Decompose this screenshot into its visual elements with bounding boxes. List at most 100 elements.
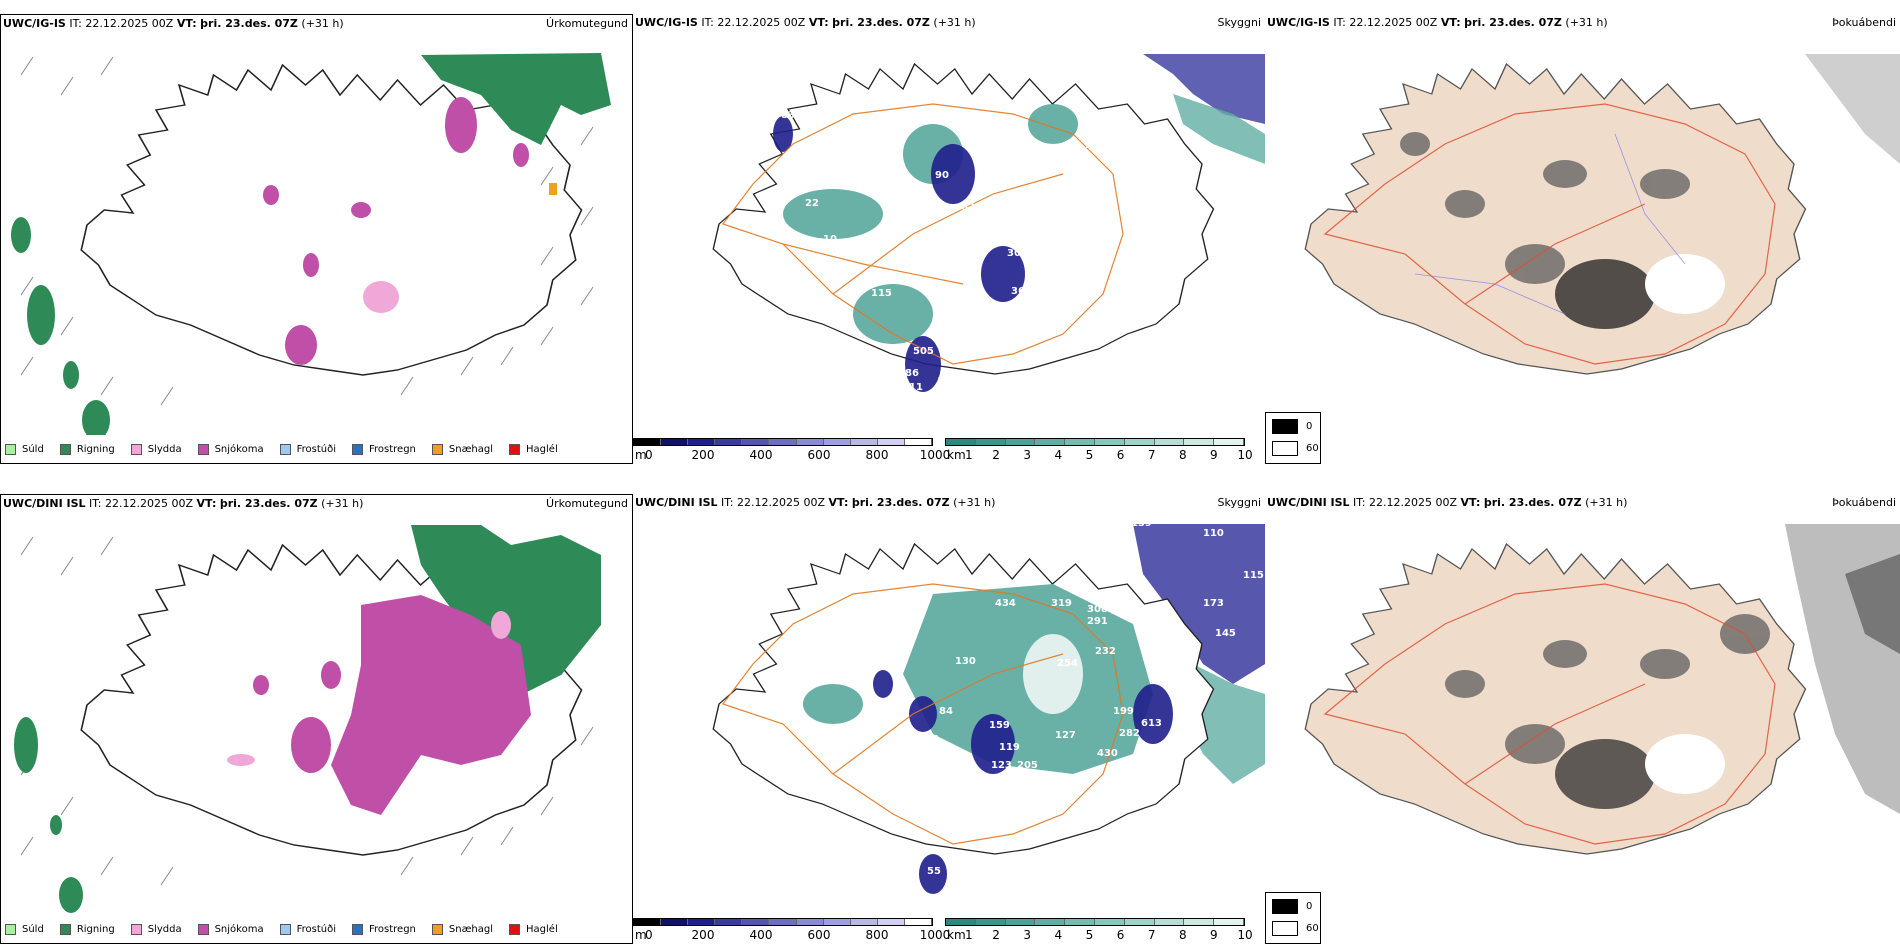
- legend-swatch: [431, 444, 443, 455]
- precip-title: Úrkomutegund: [546, 17, 628, 30]
- cloud-label: 82: [1151, 642, 1165, 653]
- legend-item: Haglél: [509, 444, 558, 455]
- cloud-label: 254: [1057, 658, 1078, 669]
- precip-map: [14, 525, 601, 913]
- cloud-label: 733: [968, 316, 989, 327]
- scale-tick: 1: [965, 448, 973, 462]
- scale-segment: [1154, 439, 1185, 445]
- cloud-label: 101: [1141, 158, 1162, 169]
- scale-tick: 4: [1054, 928, 1063, 942]
- model-name: UWC/IG-IS: [3, 17, 66, 30]
- scale-tick: 2: [992, 928, 1000, 942]
- cloud-label: 613: [1141, 718, 1162, 729]
- cloud-label: 232: [1095, 646, 1116, 657]
- cloud-label: 55: [927, 866, 941, 877]
- scale-segment: [1005, 439, 1036, 445]
- scale-tick: 2: [992, 448, 1000, 462]
- cloud-label: 94: [895, 696, 909, 707]
- precip-title: Úrkomutegund: [546, 497, 628, 510]
- visibility-scale: km 1 2 3 4 5 6 7 8 9 10: [945, 438, 1265, 462]
- legend-swatch: [352, 444, 363, 455]
- it-label: IT:: [69, 17, 82, 30]
- precip-legend: Súld Rigning Slydda Snjókoma Frostúði Fr…: [5, 444, 558, 455]
- scale-tick: 10: [1237, 928, 1253, 942]
- scale-segment: [946, 919, 976, 925]
- panel-header: UWC/DINI ISL IT: 22.12.2025 00Z VT: þri.…: [635, 496, 996, 509]
- cloud-label: 89: [981, 172, 995, 183]
- cloud-label: 30: [1007, 248, 1021, 259]
- fog-swatch: [1272, 441, 1298, 456]
- scale-segment: [877, 919, 905, 925]
- cloud-label: 115: [1243, 570, 1264, 581]
- cloud-label: 115: [871, 288, 892, 299]
- cloud-label: 65: [1029, 266, 1043, 277]
- scale-segment: [688, 439, 716, 445]
- scale-segment: [769, 439, 797, 445]
- scale-segment: [796, 919, 824, 925]
- cloud-label: 84: [939, 706, 953, 717]
- scale-segment: [1094, 439, 1125, 445]
- legend-item: Súld: [5, 444, 44, 455]
- precip-panel-dini: UWC/DINI ISL IT: 22.12.2025 00Z VT: þri.…: [0, 494, 633, 944]
- scale-tick: 400: [749, 448, 773, 462]
- cloud-label: 98: [939, 782, 953, 793]
- scale-segment: [946, 439, 976, 445]
- legend-swatch: [197, 444, 209, 455]
- cloud-label: 199: [1113, 706, 1134, 717]
- fog-panel-dini: UWC/DINI ISL IT: 22.12.2025 00Z VT: þri.…: [1265, 494, 1900, 944]
- visibility-scale: km 1 2 3 4 5 6 7 8 9 10: [945, 918, 1265, 942]
- cloud-label: 110: [1203, 528, 1224, 539]
- cloud-label: 173: [1203, 598, 1224, 609]
- scale-segment: [796, 439, 824, 445]
- fog-map: [1304, 524, 1900, 855]
- scale-segment: [904, 439, 933, 445]
- scale-tick: 600: [807, 928, 831, 942]
- cloud-label: 72: [1035, 296, 1049, 307]
- cloud-label: 83: [925, 734, 939, 745]
- scale-segment: [742, 439, 770, 445]
- scale-tick: 4: [1054, 448, 1063, 462]
- precip-panel-ig: UWC/IG-IS IT: 22.12.2025 00Z VT: þri. 23…: [0, 14, 633, 464]
- panel-header: UWC/IG-IS IT: 22.12.2025 00Z VT: þri. 23…: [3, 17, 344, 30]
- fog-title: Þokuábendi: [1832, 16, 1896, 29]
- scale-segment: [1214, 919, 1244, 925]
- cloud-label: 282: [1119, 728, 1140, 739]
- scale-segment: [823, 919, 851, 925]
- legend-item: Frostregn: [352, 444, 416, 455]
- cloud-label: 159: [989, 720, 1010, 731]
- scale-segment: [1184, 919, 1215, 925]
- cloud-map: 159 110 115 173 145 434 319 308 291 254 …: [712, 518, 1265, 894]
- roads: [722, 103, 1124, 365]
- cloud-label: 159: [1131, 518, 1152, 529]
- cloud-base-scale: m 0 200 400 600 800 1000: [633, 918, 950, 942]
- scale-segment: [661, 439, 689, 445]
- scale-unit: km: [947, 448, 966, 462]
- fog-legend: 0 60: [1265, 892, 1321, 944]
- cloud-panel-ig: UWC/IG-IS IT: 22.12.2025 00Z VT: þri. 23…: [633, 14, 1265, 464]
- scale-tick: 10: [1237, 448, 1253, 462]
- cloud-label: 79: [909, 406, 923, 417]
- cloud-label: 308: [1087, 604, 1108, 615]
- cloud-label: 205: [1017, 760, 1038, 771]
- cloud-label: 176: [1085, 140, 1106, 151]
- scale-tick: 0: [645, 928, 653, 942]
- scale-tick: 400: [749, 928, 773, 942]
- scale-tick: 1: [965, 928, 973, 942]
- cloud-label: 10: [823, 234, 837, 245]
- legend-item: Frostúði: [279, 444, 336, 455]
- cloud-label: 36: [1011, 286, 1025, 297]
- panel-header: UWC/DINI ISL IT: 22.12.2025 00Z VT: þri.…: [1267, 496, 1628, 509]
- cloud-label: 106: [1073, 230, 1094, 241]
- scale-segment: [688, 919, 716, 925]
- panel-header: UWC/IG-IS IT: 22.12.2025 00Z VT: þri. 23…: [635, 16, 976, 29]
- scale-unit: m: [635, 448, 647, 462]
- cloud-label: 430: [1097, 748, 1118, 759]
- scale-tick: 6: [1116, 928, 1125, 942]
- fog-panel-ig: UWC/IG-IS IT: 22.12.2025 00Z VT: þri. 23…: [1265, 14, 1900, 464]
- scale-segment: [1214, 439, 1244, 445]
- scale-tick: 200: [691, 928, 715, 942]
- cloud-label: 123: [991, 760, 1012, 771]
- legend-item: Rigning: [59, 444, 115, 455]
- cloud-label: 145: [1215, 628, 1236, 639]
- vt-label: VT:: [176, 17, 197, 30]
